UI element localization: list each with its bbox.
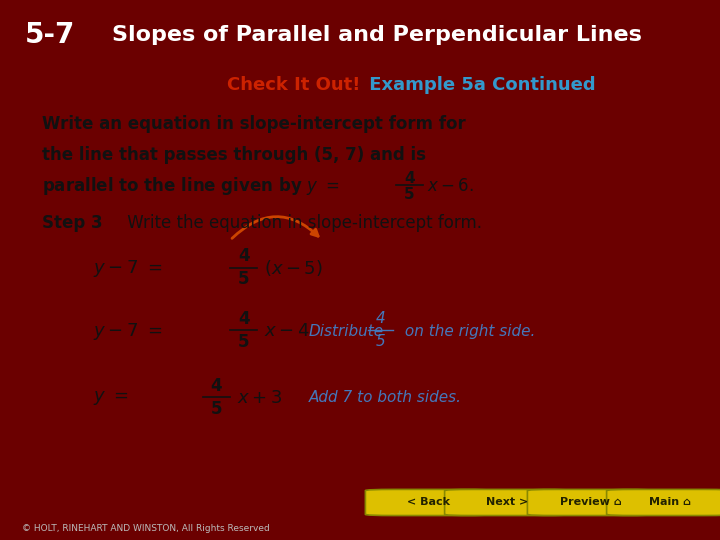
- Text: 5: 5: [376, 334, 385, 349]
- Text: Distribute: Distribute: [309, 323, 384, 339]
- Text: Slopes of Parallel and Perpendicular Lines: Slopes of Parallel and Perpendicular Lin…: [112, 25, 642, 45]
- Text: 5: 5: [404, 187, 415, 201]
- Text: $x + 3$: $x + 3$: [237, 389, 282, 407]
- Text: the line that passes through (5, 7) and is: the line that passes through (5, 7) and …: [42, 146, 426, 164]
- Text: Step 3: Step 3: [42, 214, 102, 232]
- FancyArrowPatch shape: [232, 217, 318, 238]
- Text: $x - 4$: $x - 4$: [264, 322, 310, 340]
- Text: $(x - 5)$: $(x - 5)$: [264, 258, 323, 279]
- FancyBboxPatch shape: [444, 489, 571, 516]
- Text: Check It Out!: Check It Out!: [227, 76, 360, 94]
- Text: 5: 5: [238, 333, 249, 351]
- Text: parallel to the line given by $y\ =\ $: parallel to the line given by $y\ =\ $: [42, 176, 339, 197]
- Text: 4: 4: [376, 312, 385, 326]
- Text: Preview ⌂: Preview ⌂: [559, 497, 621, 507]
- Text: < Back: < Back: [407, 497, 450, 507]
- Text: Main ⌂: Main ⌂: [649, 497, 690, 507]
- Text: Add 7 to both sides.: Add 7 to both sides.: [309, 390, 462, 406]
- Text: 4: 4: [238, 247, 250, 265]
- Text: 5: 5: [238, 270, 249, 288]
- Text: Write an equation in slope-intercept form for: Write an equation in slope-intercept for…: [42, 114, 466, 133]
- Text: 4: 4: [238, 310, 250, 328]
- Text: $x - 6.$: $x - 6.$: [427, 177, 474, 195]
- Text: $y - 7\ =\ $: $y - 7\ =\ $: [94, 321, 163, 341]
- Text: 5: 5: [211, 400, 222, 418]
- Text: 5-7: 5-7: [25, 21, 76, 49]
- FancyBboxPatch shape: [365, 489, 491, 516]
- Text: Example 5a Continued: Example 5a Continued: [364, 76, 596, 94]
- Text: 4: 4: [404, 171, 415, 186]
- FancyBboxPatch shape: [527, 489, 654, 516]
- Text: $y - 7\ =\ $: $y - 7\ =\ $: [94, 258, 163, 279]
- Text: Next >: Next >: [487, 497, 528, 507]
- Text: 4: 4: [210, 377, 222, 395]
- Text: on the right side.: on the right side.: [400, 323, 535, 339]
- Text: Write the equation in slope-intercept form.: Write the equation in slope-intercept fo…: [122, 214, 482, 232]
- Text: $y\ =\ $: $y\ =\ $: [94, 389, 129, 407]
- FancyBboxPatch shape: [606, 489, 720, 516]
- Text: © HOLT, RINEHART AND WINSTON, All Rights Reserved: © HOLT, RINEHART AND WINSTON, All Rights…: [22, 524, 269, 533]
